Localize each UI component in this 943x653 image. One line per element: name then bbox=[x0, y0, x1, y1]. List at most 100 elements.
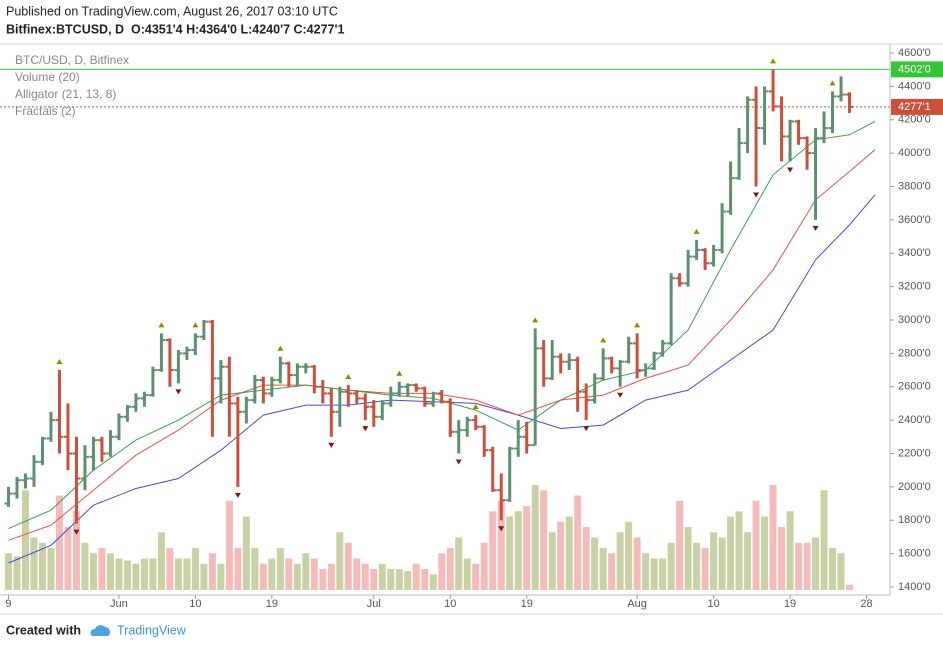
volume-bar bbox=[565, 516, 573, 590]
volume-bar bbox=[217, 563, 225, 590]
volume-bar bbox=[574, 495, 582, 590]
volume-bar bbox=[106, 553, 114, 590]
volume-bar bbox=[523, 506, 531, 590]
volume-bar bbox=[514, 511, 522, 590]
volume-bar bbox=[463, 558, 471, 590]
volume-bar bbox=[531, 485, 539, 590]
y-tick-label: 2800'0 bbox=[898, 347, 931, 359]
fractal-down bbox=[328, 442, 335, 448]
fractal-up bbox=[345, 374, 352, 380]
volume-bar bbox=[718, 537, 726, 590]
volume-bar bbox=[650, 558, 658, 590]
legend-alligator: Alligator (21, 13, 8) bbox=[15, 87, 116, 101]
alligator-line bbox=[8, 120, 876, 530]
volume-bar bbox=[157, 532, 165, 590]
volume-bar bbox=[608, 553, 616, 590]
volume-bar bbox=[115, 558, 123, 590]
volume-bar bbox=[472, 563, 480, 590]
fractal-up bbox=[158, 322, 165, 328]
fractal-down bbox=[583, 426, 590, 432]
volume-bar bbox=[438, 553, 446, 590]
volume-bar bbox=[540, 490, 548, 590]
x-tick-label: 19 bbox=[784, 598, 796, 610]
price-label: 4277'1 bbox=[898, 101, 931, 113]
volume-bar bbox=[98, 548, 106, 590]
volume-bar bbox=[616, 532, 624, 590]
fractal-up bbox=[396, 370, 403, 376]
volume-bar bbox=[846, 584, 854, 590]
volume-bar bbox=[625, 521, 633, 590]
volume-bar bbox=[489, 511, 497, 590]
volume-bar bbox=[55, 495, 63, 590]
volume-bar bbox=[803, 542, 811, 590]
y-tick-label: 3000'0 bbox=[898, 314, 931, 326]
volume-bar bbox=[302, 553, 310, 590]
volume-bar bbox=[795, 542, 803, 590]
volume-bar bbox=[659, 558, 667, 590]
brand-logo[interactable] bbox=[90, 625, 111, 636]
volume-bar bbox=[166, 548, 174, 590]
y-tick-label: 3400'0 bbox=[898, 247, 931, 259]
volume-bar bbox=[200, 563, 208, 590]
y-tick-label: 3200'0 bbox=[898, 281, 931, 293]
volume-bar bbox=[429, 574, 437, 590]
fractal-up bbox=[634, 322, 641, 328]
fractal-down bbox=[73, 529, 80, 535]
volume-bar bbox=[13, 556, 21, 590]
volume-bar bbox=[123, 560, 131, 590]
fractal-down bbox=[498, 526, 505, 532]
y-tick-label: 3800'0 bbox=[898, 180, 931, 192]
x-tick-label: Jul bbox=[367, 598, 381, 610]
x-tick-label: Aug bbox=[627, 598, 647, 610]
y-tick-label: 1800'0 bbox=[898, 514, 931, 526]
volume-bar bbox=[30, 537, 38, 590]
legend-title: BTC/USD, D, Bitfinex bbox=[15, 53, 129, 67]
footer-brand[interactable]: TradingView bbox=[117, 623, 187, 637]
volume-bar bbox=[353, 558, 361, 590]
volume-bar bbox=[191, 548, 199, 590]
x-tick-label: 19 bbox=[521, 598, 533, 610]
y-tick-label: 1400'0 bbox=[898, 581, 931, 593]
volume-bar bbox=[421, 569, 429, 590]
fractal-up bbox=[693, 228, 700, 234]
volume-bar bbox=[47, 548, 55, 590]
y-tick-label: 2200'0 bbox=[898, 447, 931, 459]
volume-bar bbox=[820, 490, 828, 590]
volume-bar bbox=[293, 563, 301, 590]
alligator-line bbox=[8, 149, 876, 541]
volume-bar bbox=[276, 548, 284, 590]
volume-bar bbox=[387, 569, 395, 590]
plot bbox=[0, 58, 890, 590]
fractal-down bbox=[787, 167, 794, 173]
fractal-up bbox=[600, 337, 607, 343]
volume-bar bbox=[132, 563, 140, 590]
fractal-down bbox=[455, 459, 462, 465]
volume-bar bbox=[336, 532, 344, 590]
fractal-up bbox=[770, 58, 777, 64]
volume-bar bbox=[591, 537, 599, 590]
volume-bar bbox=[710, 532, 718, 590]
volume-bar bbox=[395, 569, 403, 590]
volume-bar bbox=[319, 569, 327, 590]
volume-bar bbox=[557, 521, 565, 590]
fractal-down bbox=[812, 225, 819, 231]
volume-bar bbox=[234, 548, 242, 590]
y-tick-label: 4600'0 bbox=[898, 47, 931, 59]
volume-bar bbox=[21, 490, 29, 590]
volume-bar bbox=[208, 553, 216, 590]
volume-bar bbox=[769, 485, 777, 590]
volume-bar bbox=[412, 563, 420, 590]
volume-bar bbox=[778, 527, 786, 590]
volume-bar bbox=[361, 563, 369, 590]
volume-bar bbox=[64, 527, 72, 590]
volume-bar bbox=[506, 516, 514, 590]
volume-bar bbox=[378, 563, 386, 590]
volume-bar bbox=[225, 500, 233, 590]
volume-bar bbox=[149, 558, 157, 590]
x-tick-label: 28 bbox=[860, 598, 872, 610]
alligator-line bbox=[8, 194, 876, 564]
volume-bar bbox=[693, 542, 701, 590]
volume-bar bbox=[310, 558, 318, 590]
